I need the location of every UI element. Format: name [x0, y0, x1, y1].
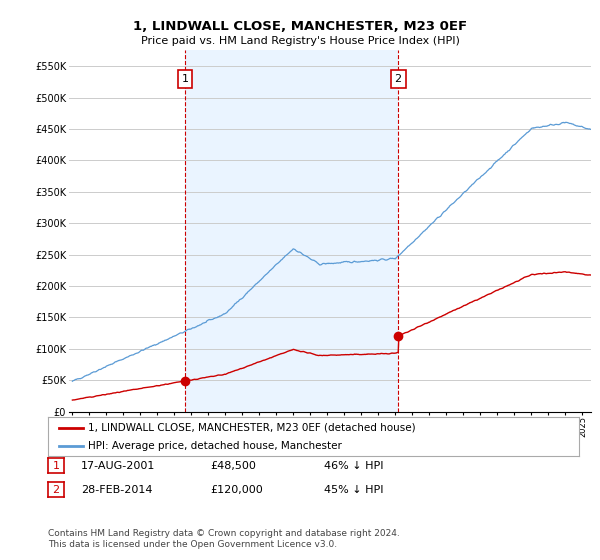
Text: Contains HM Land Registry data © Crown copyright and database right 2024.
This d: Contains HM Land Registry data © Crown c… [48, 529, 400, 549]
Text: 46% ↓ HPI: 46% ↓ HPI [324, 461, 383, 471]
Text: £120,000: £120,000 [210, 485, 263, 495]
Text: 1: 1 [181, 74, 188, 83]
Text: HPI: Average price, detached house, Manchester: HPI: Average price, detached house, Manc… [88, 441, 342, 451]
Text: Price paid vs. HM Land Registry's House Price Index (HPI): Price paid vs. HM Land Registry's House … [140, 36, 460, 46]
Text: 1: 1 [53, 461, 59, 470]
Text: 45% ↓ HPI: 45% ↓ HPI [324, 485, 383, 495]
Bar [185, 50, 398, 412]
Text: 2: 2 [53, 485, 59, 494]
Text: 2: 2 [395, 74, 402, 83]
Text: 1, LINDWALL CLOSE, MANCHESTER, M23 0EF (detached house): 1, LINDWALL CLOSE, MANCHESTER, M23 0EF (… [88, 423, 415, 433]
Text: £48,500: £48,500 [210, 461, 256, 471]
Text: 17-AUG-2001: 17-AUG-2001 [81, 461, 155, 471]
Text: 1, LINDWALL CLOSE, MANCHESTER, M23 0EF: 1, LINDWALL CLOSE, MANCHESTER, M23 0EF [133, 20, 467, 32]
Text: 28-FEB-2014: 28-FEB-2014 [81, 485, 152, 495]
